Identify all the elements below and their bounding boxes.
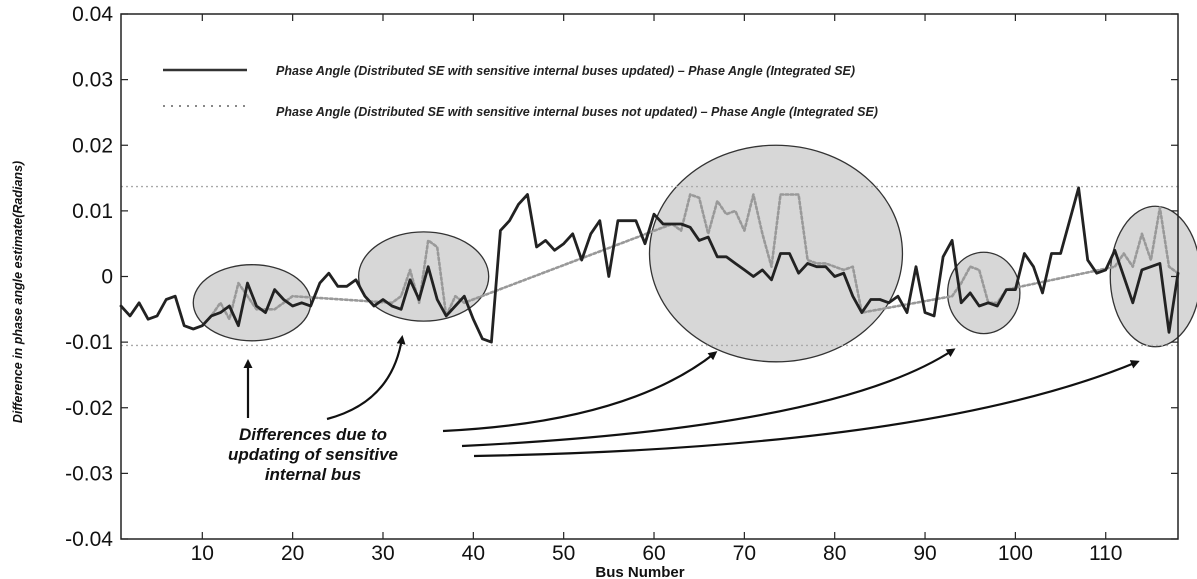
x-tick-label-80: 80 bbox=[823, 542, 846, 565]
x-tick-label-100: 100 bbox=[998, 542, 1033, 565]
x-tick-label-110: 110 bbox=[1089, 542, 1122, 565]
x-axis-title: Bus Number bbox=[595, 564, 684, 579]
highlight-regions bbox=[192, 144, 1197, 363]
annotation-arrow-3 bbox=[442, 351, 718, 433]
x-tick-label-20: 20 bbox=[281, 542, 304, 565]
annotation-arrow-5 bbox=[473, 360, 1140, 458]
reference-lines bbox=[121, 185, 1178, 347]
y-tick-label-8: 0.04 bbox=[72, 3, 113, 26]
annotation-arrow-2 bbox=[326, 335, 406, 421]
y-tick-label-0: -0.04 bbox=[65, 528, 113, 551]
x-axis-ticks: 10 20 30 40 50 60 70 80 90 100 110 bbox=[191, 14, 1122, 565]
y-tick-label-5: 0.01 bbox=[72, 200, 113, 223]
legend-label-solid: Phase Angle (Distributed SE with sensiti… bbox=[276, 64, 855, 78]
series-lines bbox=[119, 186, 1180, 344]
annotation-line-2: updating of sensitive bbox=[228, 445, 398, 464]
legend-label-dotted: Phase Angle (Distributed SE with sensiti… bbox=[276, 105, 878, 119]
annotation: Differences due to updating of sensitive… bbox=[228, 335, 1140, 484]
y-tick-label-3: -0.01 bbox=[65, 331, 113, 354]
y-axis-ticks: -0.04 -0.03 -0.02 -0.01 0 0.01 0.02 0.03 0.04 bbox=[65, 3, 1178, 551]
x-tick-label-50: 50 bbox=[552, 542, 575, 565]
x-tick-label-10: 10 bbox=[191, 542, 214, 565]
y-axis-title: Difference in phase angle estimate(Radia… bbox=[11, 161, 25, 423]
highlight-ellipse-3 bbox=[648, 144, 904, 363]
y-tick-label-1: -0.03 bbox=[65, 462, 113, 485]
y-tick-label-7: 0.03 bbox=[72, 69, 113, 92]
annotation-arrow-4 bbox=[461, 348, 956, 448]
x-tick-label-60: 60 bbox=[642, 542, 665, 565]
y-tick-label-2: -0.02 bbox=[65, 397, 113, 420]
series-line-updated bbox=[119, 186, 1180, 344]
x-tick-label-30: 30 bbox=[371, 542, 394, 565]
legend: Phase Angle (Distributed SE with sensiti… bbox=[163, 64, 878, 119]
highlight-ellipse-5 bbox=[1109, 205, 1197, 348]
y-tick-label-6: 0.02 bbox=[72, 134, 113, 157]
annotation-line-3: internal bus bbox=[265, 465, 361, 484]
x-tick-label-70: 70 bbox=[733, 542, 756, 565]
x-tick-label-40: 40 bbox=[462, 542, 485, 565]
annotation-line-1: Differences due to bbox=[239, 425, 387, 444]
y-tick-label-4: 0 bbox=[101, 266, 113, 289]
x-tick-label-90: 90 bbox=[913, 542, 936, 565]
